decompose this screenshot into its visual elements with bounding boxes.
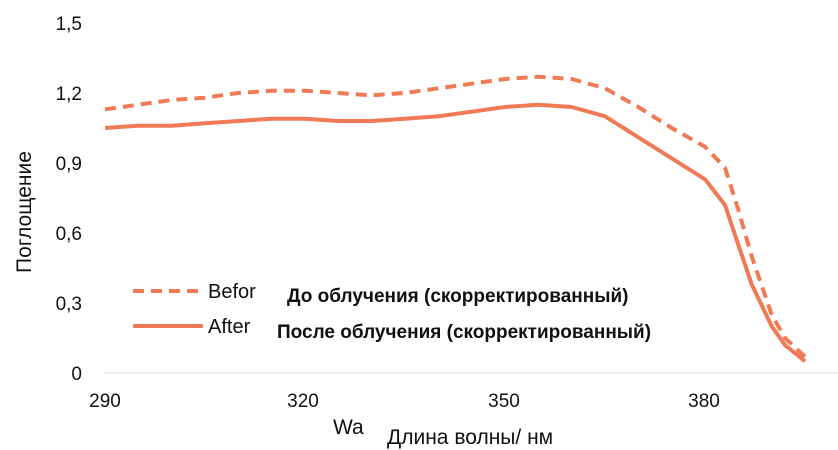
x-axis-label-remnant: Wa [333, 416, 364, 439]
y-tick-label: 1,5 [56, 14, 82, 35]
y-axis-label: Поглощение [13, 151, 36, 273]
x-tick-label: 290 [89, 391, 121, 412]
y-tick-label: 0,9 [56, 154, 82, 175]
y-tick-label: 1,2 [56, 84, 82, 105]
legend-label-before: До облучения (скорректированный) [287, 286, 628, 307]
y-tick-label: 0,3 [56, 294, 82, 315]
legend-label-remnant: Befor [208, 281, 256, 303]
legend-label-mask [263, 276, 277, 306]
legend: Befor До облучения (скорректированный) A… [133, 276, 651, 343]
series-before-line [104, 74, 807, 359]
x-tick-label: 350 [488, 391, 520, 412]
series-after-line [104, 102, 807, 363]
y-tick-labels: 0 0,3 0,6 0,9 1,2 1,5 [56, 14, 82, 385]
x-tick-labels: 290 320 350 380 [89, 391, 720, 412]
legend-label-mask [258, 312, 272, 342]
x-tick-label: 320 [287, 391, 319, 412]
y-tick-label: 0,6 [56, 224, 82, 245]
x-axis-label: Длина волны/ нм [387, 426, 553, 449]
legend-label-after: После облучения (скорректированный) [277, 322, 651, 343]
x-tick-label: 380 [688, 391, 720, 412]
legend-label-remnant: After [208, 316, 251, 338]
y-tick-label: 0 [71, 364, 82, 385]
series-layer [104, 74, 807, 363]
